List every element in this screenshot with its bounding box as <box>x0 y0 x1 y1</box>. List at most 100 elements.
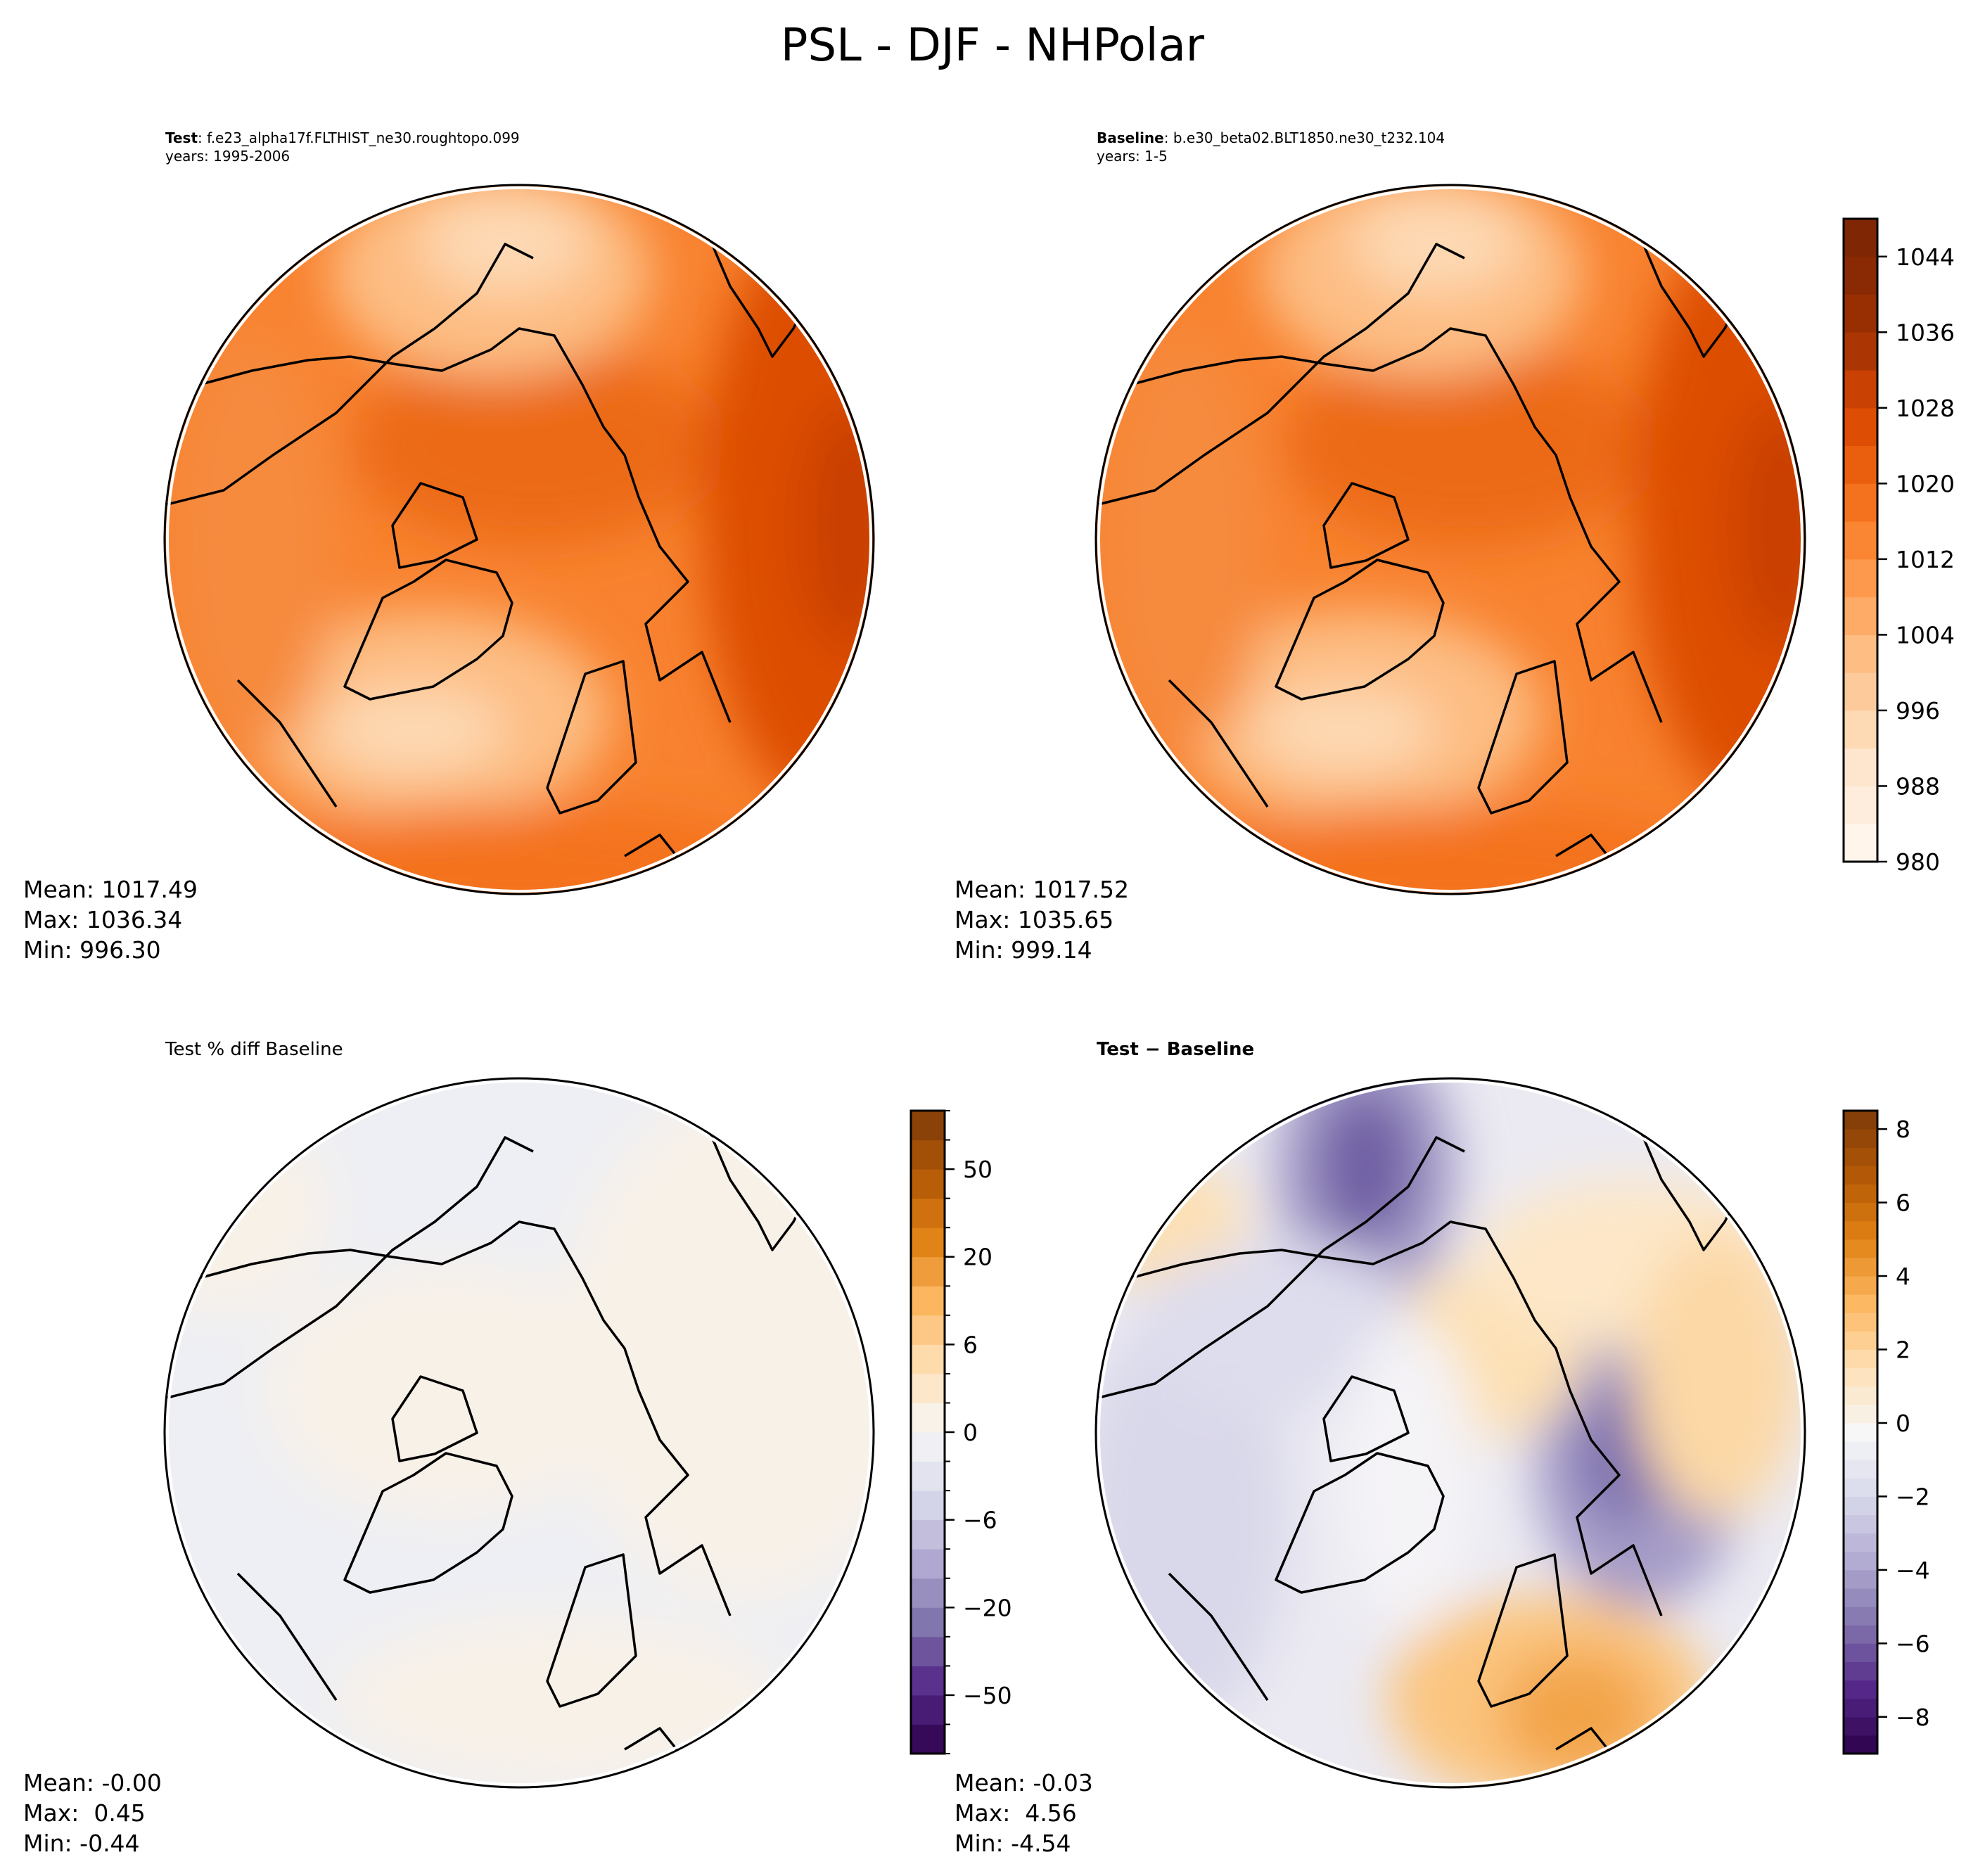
colorbar-tick-label: 50 <box>963 1156 992 1183</box>
colorbar-bin <box>1844 1184 1877 1204</box>
colorbar-bin <box>1844 1735 1877 1754</box>
colorbar-bin <box>1844 1129 1877 1148</box>
colorbar-tick-label: 2 <box>1896 1336 1910 1363</box>
colorbar-bin <box>911 1373 945 1403</box>
map-boundary <box>1094 184 1806 895</box>
coastlines <box>167 1130 816 1765</box>
colorbar-tick-label: −8 <box>1896 1704 1930 1731</box>
colorbar-bin <box>1844 1588 1877 1607</box>
contour-region <box>1099 328 1268 751</box>
diff-stats: Mean: -0.03 Max: 4.56 Min: -4.54 <box>955 1768 1093 1858</box>
contour-region <box>167 328 336 751</box>
colorbar-bin <box>1844 1404 1877 1424</box>
colorbar-bin <box>1844 1680 1877 1699</box>
colorbar-bin <box>1844 521 1877 560</box>
colorbar-bin <box>1844 1147 1877 1166</box>
test-years: years: 1995-2006 <box>165 148 291 165</box>
colorbar-tick-label: −50 <box>963 1682 1012 1709</box>
stat-max: Max: 0.45 <box>23 1799 146 1827</box>
colorbar-bin <box>1844 219 1877 257</box>
figure-title: PSL - DJF - NHPolar <box>780 20 1205 72</box>
contour-region <box>1633 1236 1802 1517</box>
pctdiff-polar-map <box>163 1077 875 1789</box>
baseline-label: Baseline <box>1097 129 1164 146</box>
coastlines <box>1098 1130 1747 1765</box>
colorbar-bin <box>1844 1257 1877 1277</box>
colorbar-bin <box>1844 1551 1877 1571</box>
contour-region <box>1500 1651 1654 1778</box>
colorbar-bin <box>1844 1514 1877 1534</box>
colorbar-bin <box>911 1140 945 1170</box>
test-case-header: Test: f.e23_alpha17f.FLTHIST_ne30.rought… <box>165 129 520 165</box>
colorbar-bin <box>911 1491 945 1521</box>
colorbar-tick-label: 20 <box>963 1244 992 1271</box>
colorbar-tick-label: 1012 <box>1896 546 1955 573</box>
diff-title: Test − Baseline <box>1097 1039 1255 1060</box>
baseline-years: years: 1-5 <box>1097 148 1168 165</box>
colorbar-bin <box>1844 445 1877 484</box>
colorbar-tick-label: −6 <box>1896 1630 1930 1657</box>
colorbar-bin <box>1844 1220 1877 1240</box>
colorbar-tick-label: −20 <box>963 1594 1012 1621</box>
colorbar-tick-label: 1044 <box>1896 243 1955 271</box>
colorbar-bin <box>911 1461 945 1491</box>
colorbar-bin <box>911 1227 945 1258</box>
colorbar-bin <box>1844 748 1877 786</box>
colorbar-bin <box>1844 1698 1877 1718</box>
coastlines <box>167 236 816 872</box>
contour-field <box>165 1079 873 1787</box>
contour-region <box>1732 399 1804 652</box>
colorbar-bin <box>1844 1441 1877 1460</box>
colorbar-bin <box>911 1724 945 1754</box>
stat-max: Max: 1035.65 <box>955 906 1114 933</box>
colorbar-bin <box>911 1403 945 1433</box>
colorbar-bin <box>1844 1716 1877 1736</box>
colorbar-bin <box>911 1198 945 1228</box>
map-boundary <box>163 184 875 895</box>
colorbar-bin <box>1844 1496 1877 1516</box>
map-boundary <box>1094 1077 1806 1789</box>
colorbar-bin <box>1844 1294 1877 1313</box>
colorbar-tick-label: 0 <box>963 1419 978 1446</box>
colorbar-tick-label: 988 <box>1896 772 1940 800</box>
colorbar-bin <box>1844 1111 1877 1130</box>
contour-region <box>1338 1320 1479 1630</box>
colorbar-tick-label: 6 <box>1896 1189 1910 1217</box>
colorbar-tick-label: 996 <box>1896 697 1940 725</box>
colorbar-bin <box>1844 672 1877 711</box>
colorbar-bin <box>1844 1276 1877 1295</box>
colorbar-tick-label: 1004 <box>1896 621 1955 649</box>
colorbar-frame <box>1842 217 1879 863</box>
colorbar-bin <box>1844 559 1877 598</box>
stat-max: Max: 1036.34 <box>23 906 183 933</box>
stat-mean: Mean: 1017.49 <box>23 876 198 903</box>
test-stats: Mean: 1017.49 Max: 1036.34 Min: 996.30 <box>23 874 198 965</box>
colorbar-bin <box>911 1344 945 1374</box>
colorbar-bin <box>1844 1331 1877 1350</box>
colorbar-tick-label: 6 <box>963 1331 978 1358</box>
colorbar-bin <box>1844 1533 1877 1552</box>
colorbar-bin <box>1844 1607 1877 1626</box>
stat-mean: Mean: -0.00 <box>23 1769 162 1797</box>
colorbar-frame <box>1842 1109 1879 1755</box>
diff-polar-map <box>1094 1077 1806 1789</box>
colorbar-bin <box>1844 1239 1877 1258</box>
contour-region <box>266 1264 632 1517</box>
contour-region <box>1253 687 1436 772</box>
test-case-name: : f.e23_alpha17f.FLTHIST_ne30.roughtopo.… <box>198 129 520 146</box>
colorbar-bin <box>911 1432 945 1462</box>
pctdiff-colorbar: 50 20 6 0 −6 −20 −50 <box>909 1109 1012 1755</box>
test-polar-map <box>163 184 875 895</box>
colorbar-bin <box>1844 1460 1877 1479</box>
stat-mean: Mean: 1017.52 <box>955 876 1129 903</box>
colorbar-bin <box>1844 786 1877 824</box>
colorbar-bin <box>911 1695 945 1725</box>
baseline-case-name: : b.e30_beta02.BLT1850.ne30_t232.104 <box>1163 129 1445 146</box>
colorbar-bin <box>1844 483 1877 522</box>
colorbar-bin <box>1844 1569 1877 1589</box>
colorbar-bin <box>911 1519 945 1550</box>
baseline-stats: Mean: 1017.52 Max: 1035.65 Min: 999.14 <box>955 874 1129 965</box>
colorbar-tick-label: −6 <box>963 1507 997 1534</box>
colorbar-tick-label: 980 <box>1896 848 1940 876</box>
colorbar-bin <box>1844 1422 1877 1442</box>
